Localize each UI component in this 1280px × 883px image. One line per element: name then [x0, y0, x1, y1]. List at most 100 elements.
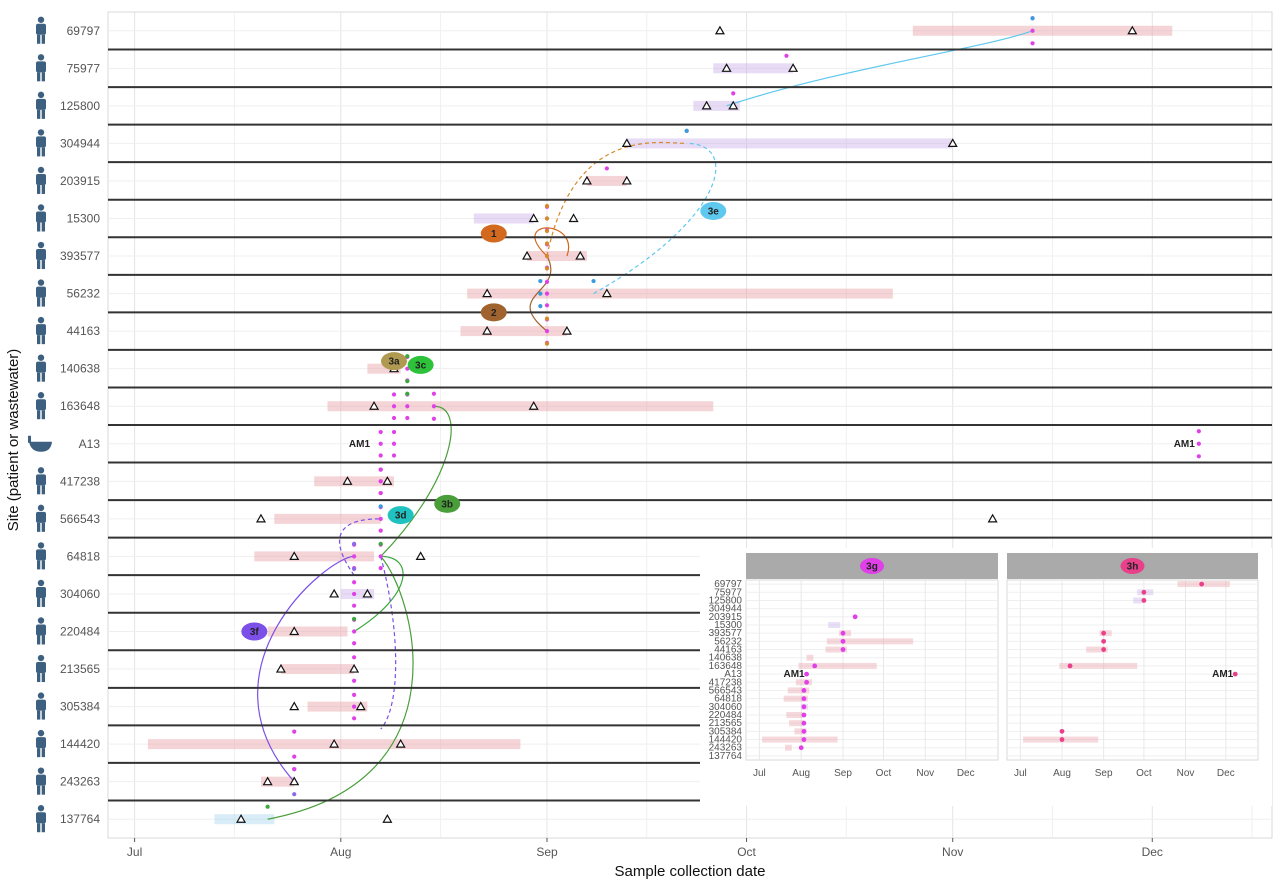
inset-genome-point — [1141, 589, 1147, 595]
inset-genome-point — [804, 671, 809, 677]
genome-point — [544, 253, 550, 259]
inset-stay-bar — [798, 662, 877, 669]
inset-genome-point — [801, 737, 807, 742]
genome-point — [391, 404, 397, 409]
inset-site-label: 15300 — [714, 620, 742, 631]
inset-x-tick-label: Sep — [834, 768, 852, 779]
site-tick-label: 566543 — [60, 512, 100, 526]
inset-stay-bar — [789, 720, 804, 727]
person-leg-icon — [37, 410, 41, 420]
site-tick-label: 304944 — [60, 136, 100, 150]
site-tick-label: 243263 — [60, 775, 100, 789]
sample-marker — [701, 100, 712, 110]
inset-stay-bar — [1059, 662, 1138, 669]
person-leg-icon — [41, 147, 45, 157]
inset-genome-point — [1059, 737, 1065, 742]
genome-point — [391, 415, 397, 421]
inset-stay-bar — [825, 646, 848, 653]
person-body-icon — [36, 399, 46, 411]
sample-marker — [289, 776, 300, 786]
sample-marker — [289, 626, 300, 636]
sample-marker — [289, 551, 300, 561]
inset-panel-badge — [1120, 558, 1145, 574]
genome-point — [292, 729, 297, 734]
site-tick-label: 393577 — [60, 249, 100, 263]
inset-stay-bar — [795, 679, 812, 686]
inset-genome-point — [804, 679, 809, 685]
person-body-icon — [36, 511, 46, 523]
person-head-icon — [37, 241, 45, 249]
sample-marker — [329, 738, 340, 748]
genome-point — [265, 804, 270, 809]
inset-panel-title: 3h — [1127, 562, 1139, 573]
person-leg-icon — [37, 597, 41, 607]
person-leg-icon — [37, 522, 41, 532]
person-leg-icon — [41, 485, 45, 495]
stay-bar — [274, 513, 381, 524]
genome-point — [538, 278, 543, 284]
genome-point — [391, 453, 397, 458]
inset-site-label: 304060 — [709, 702, 743, 713]
person-body-icon — [36, 624, 46, 636]
person-body-icon — [36, 774, 46, 786]
inset-panel — [1006, 579, 1259, 761]
inset-x-tick-label: Sep — [1095, 768, 1113, 779]
person-head-icon — [37, 617, 45, 624]
inset-genome-point — [801, 712, 807, 718]
x-axis-label: Sample collection date — [615, 863, 766, 880]
person-leg-icon — [41, 72, 45, 82]
genome-point — [378, 441, 383, 446]
event-label: 3c — [415, 360, 427, 371]
person-head-icon — [37, 467, 45, 474]
inset-site-label: 140638 — [709, 653, 743, 664]
person-body-icon — [36, 98, 46, 110]
site-tick-label: 417238 — [60, 474, 100, 488]
person-leg-icon — [37, 72, 41, 82]
genome-point — [544, 291, 550, 296]
sample-marker — [355, 701, 366, 711]
y-axis-label: Site (patient or wastewater) — [5, 349, 22, 532]
person-leg-icon — [41, 184, 45, 194]
inset-panel-title: 3g — [866, 562, 878, 573]
person-body-icon — [36, 699, 46, 711]
person-leg-icon — [37, 785, 41, 795]
genome-point — [352, 629, 357, 634]
sample-marker — [349, 663, 360, 673]
inset-stay-bar — [794, 728, 807, 735]
site-tick-label: 15300 — [67, 212, 101, 226]
genome-point — [378, 541, 383, 546]
person-head-icon — [37, 729, 45, 737]
genome-point — [538, 291, 543, 296]
inset-genome-point — [840, 647, 846, 652]
sample-marker — [289, 701, 300, 711]
event-badge — [434, 494, 461, 513]
genome-point — [544, 316, 550, 321]
inset-panel — [745, 579, 999, 761]
sample-marker — [369, 401, 380, 410]
genome-point — [352, 692, 357, 697]
inset-site-label: 144420 — [709, 735, 743, 746]
stay-bar — [307, 701, 368, 712]
genome-point — [544, 303, 550, 308]
x-tick-label: Dec — [1142, 845, 1163, 859]
genome-point — [378, 566, 383, 571]
genome-point — [352, 554, 357, 559]
genome-point — [405, 354, 410, 359]
inset-am1-label: AM1 — [1212, 669, 1234, 680]
person-body-icon — [36, 586, 46, 598]
person-leg-icon — [37, 335, 41, 345]
inset-genome-point — [801, 696, 807, 702]
sample-marker — [987, 513, 998, 523]
site-tick-label: 69797 — [67, 24, 101, 38]
person-head-icon — [37, 542, 45, 549]
person-head-icon — [37, 579, 45, 587]
person-leg-icon — [37, 560, 41, 570]
event-badge — [700, 201, 727, 220]
person-leg-icon — [37, 673, 41, 683]
stay-bar — [267, 626, 348, 637]
site-tick-label: 125800 — [60, 99, 100, 113]
genome-point — [591, 278, 596, 284]
sample-marker — [575, 250, 586, 260]
inset-genome-point — [1232, 671, 1238, 677]
